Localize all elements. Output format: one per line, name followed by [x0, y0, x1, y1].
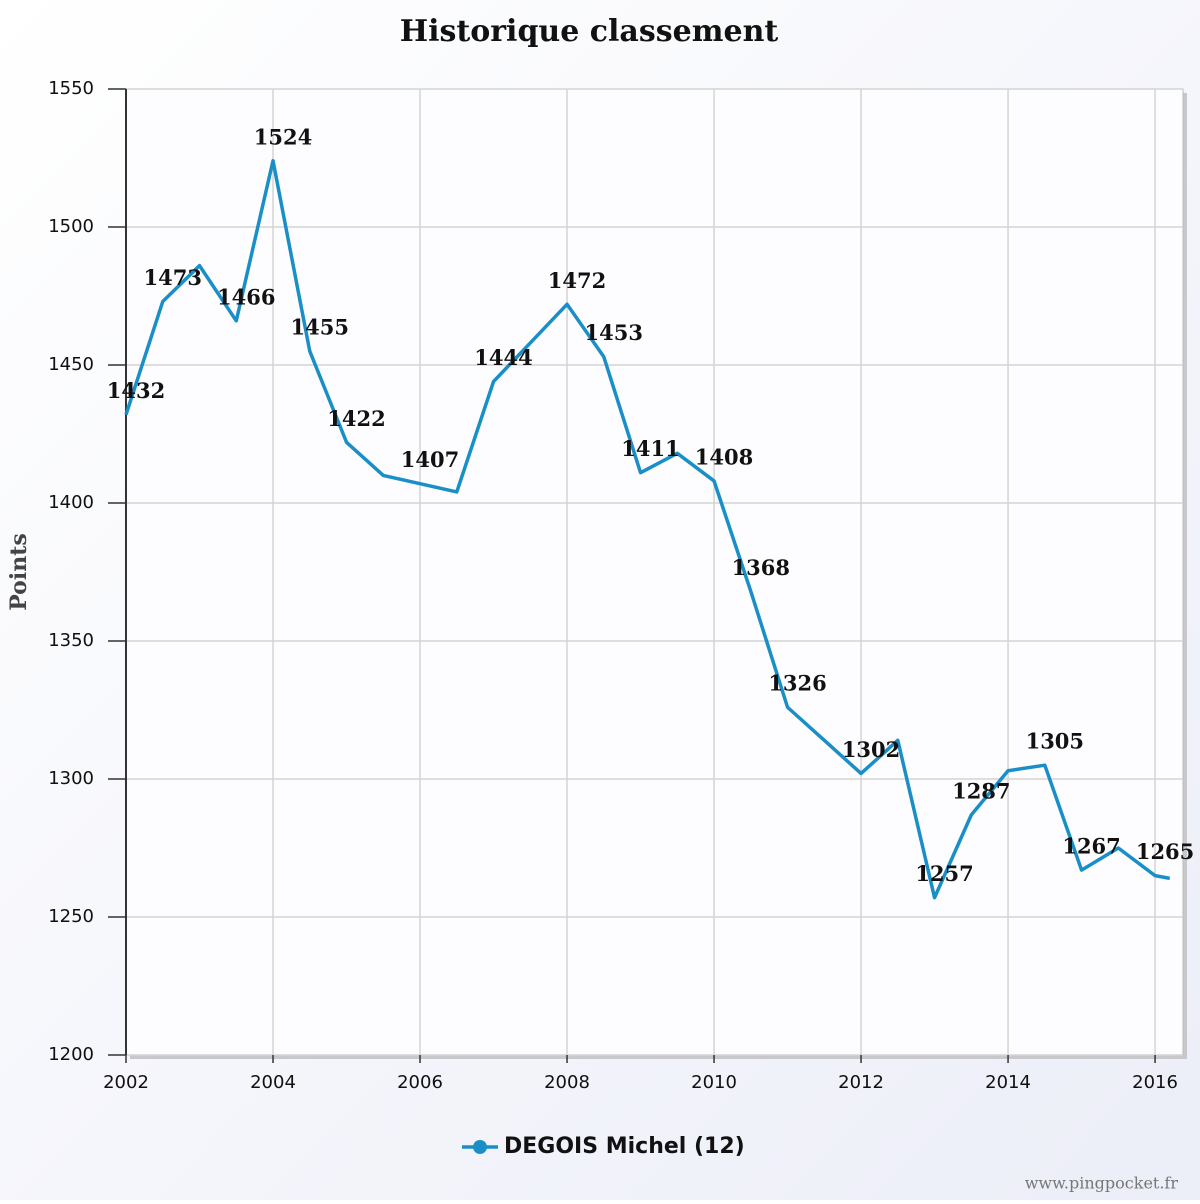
data-line — [124, 159, 1171, 900]
data-label: 1267 — [1062, 834, 1120, 859]
chart-title: Historique classement — [400, 14, 779, 49]
data-label: 1472 — [548, 268, 606, 293]
x-tick-label: 2006 — [397, 1072, 443, 1093]
y-tick-label: 1500 — [48, 216, 94, 237]
data-label: 1408 — [695, 444, 753, 469]
data-label: 1422 — [327, 406, 385, 431]
data-label: 1473 — [144, 265, 202, 290]
data-label: 1302 — [842, 737, 900, 762]
x-tick-label: 2010 — [691, 1072, 737, 1093]
legend-marker — [473, 1140, 487, 1154]
legend-label: DEGOIS Michel (12) — [504, 1134, 745, 1159]
y-tick-label: 1300 — [48, 768, 94, 789]
x-tick-label: 2016 — [1132, 1072, 1178, 1093]
x-tick-label: 2014 — [985, 1072, 1031, 1093]
plot-area — [125, 88, 1184, 1056]
data-label: 1455 — [291, 315, 349, 340]
data-label: 1453 — [585, 320, 643, 345]
footer: www.pingpocket.fr — [1025, 1174, 1179, 1193]
y-axis-label: Points — [6, 533, 32, 611]
y-tick-label: 1200 — [48, 1044, 94, 1065]
y-tick-label: 1350 — [48, 630, 94, 651]
x-tick-label: 2004 — [250, 1072, 296, 1093]
data-label: 1432 — [107, 378, 165, 403]
y-tick-label: 1450 — [48, 354, 94, 375]
y-tick-label: 1400 — [48, 492, 94, 513]
x-tick-label: 2008 — [544, 1072, 590, 1093]
data-label: 1305 — [1026, 729, 1084, 754]
y-tick-label: 1550 — [48, 78, 94, 99]
y-tick-label: 1250 — [48, 906, 94, 927]
data-label: 1466 — [217, 284, 275, 309]
data-label: 1368 — [732, 555, 790, 580]
data-label: 1287 — [952, 778, 1010, 803]
data-label: 1411 — [621, 436, 679, 461]
data-label: 1444 — [474, 345, 532, 370]
data-label: 1407 — [401, 447, 459, 472]
data-label: 1326 — [768, 671, 826, 696]
data-label: 1257 — [915, 861, 973, 886]
data-label: 1524 — [254, 124, 312, 149]
x-tick-label: 2002 — [103, 1072, 149, 1093]
data-label: 1265 — [1136, 839, 1194, 864]
x-tick-label: 2012 — [838, 1072, 884, 1093]
